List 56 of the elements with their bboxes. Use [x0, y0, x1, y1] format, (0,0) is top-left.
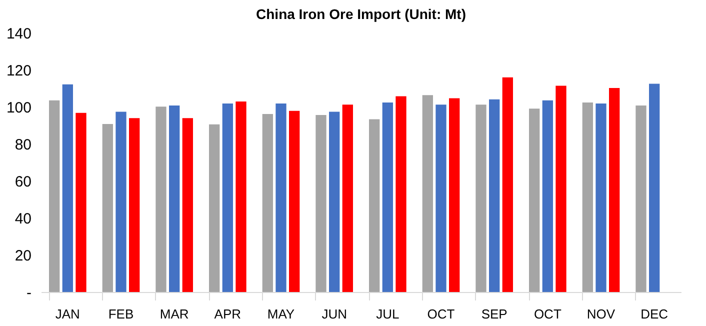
y-tick-label: 40 — [14, 210, 32, 228]
bar — [556, 86, 566, 292]
bar — [276, 103, 286, 292]
x-tick-label: FEB — [108, 306, 134, 322]
y-tick-label: 140 — [6, 26, 32, 42]
bar — [436, 104, 446, 292]
bar — [222, 103, 233, 292]
bar — [169, 106, 180, 292]
y-tick-label: 80 — [14, 136, 32, 154]
bar — [76, 112, 86, 292]
bar — [262, 114, 273, 292]
bar — [502, 77, 513, 292]
bar — [62, 84, 73, 292]
bar — [329, 112, 340, 292]
x-tick-label: MAY — [267, 306, 295, 322]
bar — [476, 104, 486, 292]
bar — [382, 102, 393, 292]
y-tick-label: - — [26, 284, 32, 302]
bar — [529, 108, 540, 292]
bar — [182, 118, 193, 292]
bar — [129, 118, 140, 292]
x-tick-label: DEC — [640, 306, 668, 322]
bar — [156, 106, 166, 292]
bar — [49, 100, 60, 292]
bar — [289, 110, 300, 292]
bar — [369, 119, 380, 292]
x-tick-label: JUN — [322, 306, 347, 322]
bar — [596, 103, 606, 292]
x-tick-label: OCT — [534, 306, 562, 322]
y-tick-label: 120 — [6, 62, 32, 80]
bar — [542, 100, 553, 292]
bar — [396, 96, 406, 292]
y-tick-label: 20 — [14, 248, 32, 264]
x-tick-label: JUL — [376, 306, 400, 322]
bar — [422, 95, 433, 292]
bar — [582, 102, 593, 292]
bar — [449, 98, 460, 292]
x-tick-label: APR — [214, 306, 242, 322]
chart-title: China Iron Ore Import (Unit: Mt) — [256, 6, 466, 22]
y-tick-label: 60 — [14, 174, 32, 190]
x-tick-label: MAR — [160, 306, 189, 322]
bar — [636, 106, 646, 292]
x-tick-label: OCT — [427, 306, 455, 322]
x-tick-label: SEP — [481, 306, 508, 322]
y-tick-label: 100 — [6, 100, 32, 116]
x-tick-label: JAN — [55, 306, 80, 322]
bar — [649, 84, 660, 292]
bar — [609, 88, 620, 292]
bar — [236, 101, 246, 292]
bar — [209, 124, 220, 292]
bar — [116, 112, 126, 292]
bar — [342, 104, 353, 292]
x-tick-label: NOV — [586, 306, 616, 322]
bar — [489, 99, 500, 292]
bar — [316, 114, 326, 292]
bar — [102, 124, 113, 292]
